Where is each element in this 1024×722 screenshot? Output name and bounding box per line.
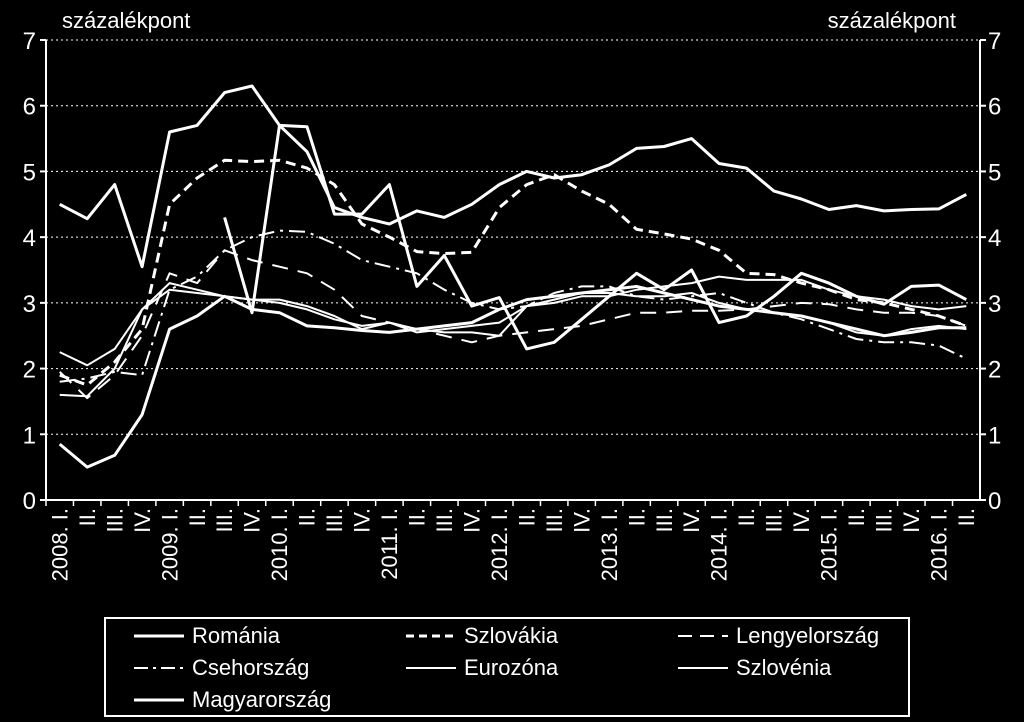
x-tick-label: II.	[734, 508, 759, 526]
x-tick-label: III.	[762, 508, 787, 532]
x-tick-label: IV.	[350, 508, 375, 533]
series-line-extra	[58, 284, 967, 469]
legend-label: Románia	[192, 623, 281, 648]
legend-label: Szlovákia	[464, 623, 559, 648]
x-tick-label: III.	[322, 508, 347, 532]
legend-item-szlovakia: Szlovákia	[406, 621, 558, 651]
x-tick-label: III.	[652, 508, 677, 532]
legend-swatch	[134, 698, 184, 702]
legend-swatch	[134, 634, 184, 638]
grid	[46, 39, 980, 435]
y-axis-unit-left: százalékpont	[62, 8, 191, 33]
x-tick-label: II.	[514, 508, 539, 526]
x-tick-label: III.	[542, 508, 567, 532]
series-line-csehország	[59, 229, 967, 383]
x-tick-label: 2008. I.	[47, 508, 72, 581]
legend-swatch	[406, 667, 456, 669]
x-tick-label: III.	[102, 508, 127, 532]
x-tick-label: IV.	[459, 508, 484, 533]
x-tick-label: IV.	[899, 508, 924, 533]
x-tick-label: IV.	[130, 508, 155, 533]
x-tick-label: IV.	[569, 508, 594, 533]
y-tick-label-left: 3	[23, 291, 36, 318]
legend-item-eurozona: Eurozóna	[406, 653, 558, 683]
x-tick-label: 2010. I.	[267, 508, 292, 581]
y-tick-label-right: 5	[988, 159, 1001, 186]
legend-label: Csehország	[192, 655, 310, 680]
x-tick-label: II.	[844, 508, 869, 526]
x-tick-label: II.	[75, 508, 100, 526]
legend-label: Magyarország	[192, 687, 332, 712]
legend-item-lengyelorszag: Lengyelország	[678, 621, 879, 651]
series-lines	[58, 84, 967, 469]
y-tick-label-left: 4	[23, 225, 36, 252]
x-tick-label: 2015. I.	[817, 508, 842, 581]
x-tick-label: 2014. I.	[707, 508, 732, 581]
series-line-szlovénia	[59, 275, 967, 367]
legend-item-magyarorszag: Magyarország	[134, 685, 331, 715]
legend-swatch	[678, 635, 728, 637]
x-tick-label: IV.	[789, 508, 814, 533]
y-tick-label-right: 2	[988, 357, 1001, 384]
x-tick-label: II.	[624, 508, 649, 526]
series-line-magyarország	[59, 84, 967, 269]
x-tick-label: IV.	[240, 508, 265, 533]
legend-label: Szlovénia	[736, 655, 832, 680]
x-tick-label: 2016. I.	[926, 508, 951, 581]
x-tick-label: 2013. I.	[597, 508, 622, 581]
y-tick-label-right: 1	[988, 422, 1001, 449]
legend-swatch	[678, 667, 728, 669]
y-tick-label-right: 7	[988, 28, 1001, 55]
y-axis-unit-right: százalékpont	[827, 8, 956, 33]
y-tick-label-right: 4	[988, 225, 1001, 252]
y-tick-label-left: 6	[23, 94, 36, 121]
x-tick-label: II.	[405, 508, 430, 526]
series-line-szlovákia	[59, 158, 967, 387]
x-tick-label: IV.	[679, 508, 704, 533]
legend: Románia Szlovákia Lengyelország Csehorsz…	[104, 617, 910, 717]
legend-label: Lengyelország	[736, 623, 880, 648]
y-tick-label-right: 0	[988, 488, 1001, 515]
x-tick-label: 2011. I.	[377, 508, 402, 580]
x-tick-label: II.	[954, 508, 979, 526]
x-tick-label: II.	[185, 508, 210, 526]
legend-item-romania: Románia	[134, 621, 280, 651]
x-tick-label: III.	[212, 508, 237, 532]
legend-label: Eurozóna	[464, 655, 559, 680]
y-tick-label-right: 3	[988, 291, 1001, 318]
series-line-románia	[223, 123, 967, 351]
y-tick-label-left: 0	[23, 488, 36, 515]
y-tick-label-left: 7	[23, 28, 36, 55]
legend-item-szlovenia: Szlovénia	[678, 653, 831, 683]
legend-swatch	[134, 667, 184, 669]
y-tick-label-left: 5	[23, 159, 36, 186]
y-tick-label-left: 2	[23, 357, 36, 384]
x-tick-label: 2009. I.	[157, 508, 182, 581]
series-line-eurozóna	[59, 282, 967, 398]
x-tick-label: III.	[872, 508, 897, 532]
y-tick-label-left: 1	[23, 422, 36, 449]
x-tick-label: III.	[432, 508, 457, 532]
series-line-lengyelország	[59, 249, 967, 400]
legend-item-csehorszag: Csehország	[134, 653, 309, 683]
y-tick-label-right: 6	[988, 94, 1001, 121]
x-tick-label: 2012. I.	[487, 508, 512, 581]
x-tick-label: II.	[295, 508, 320, 526]
legend-swatch	[406, 634, 456, 638]
